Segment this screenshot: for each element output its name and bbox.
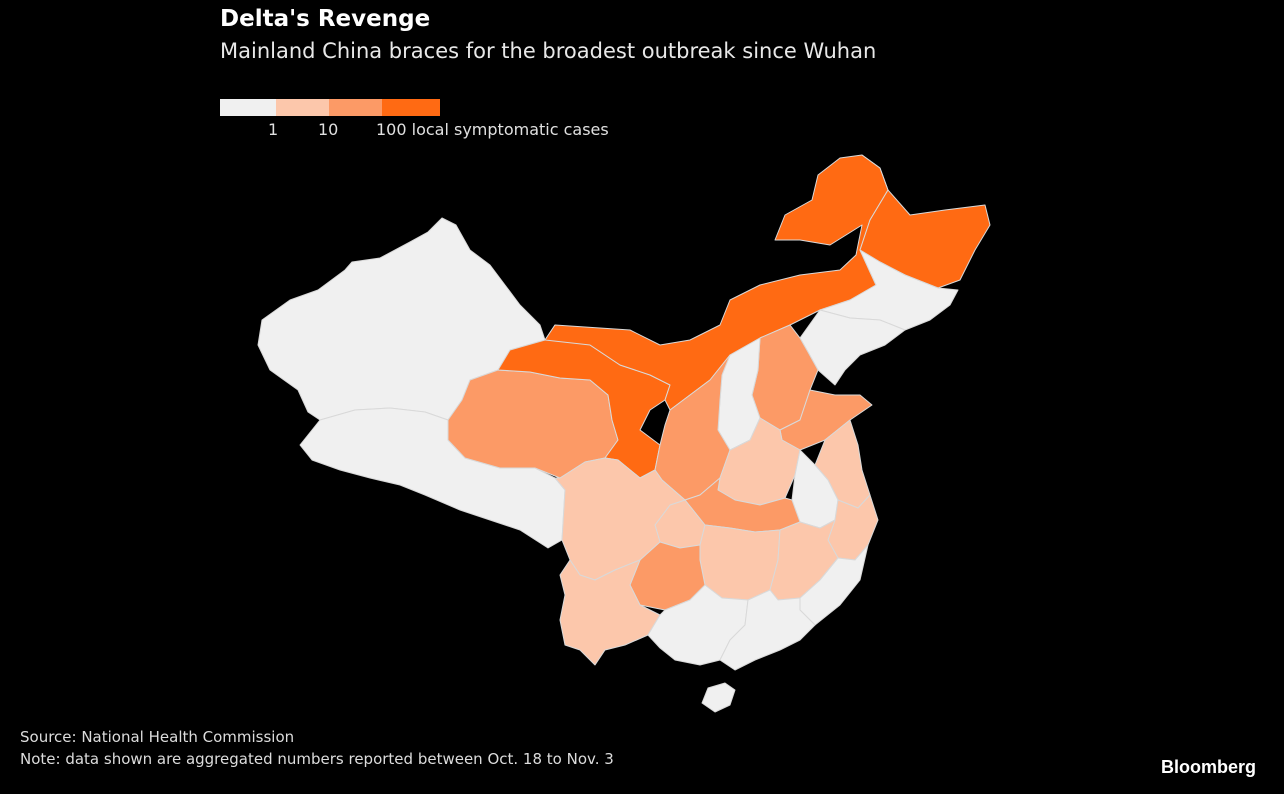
- legend-swatch-1-10: [276, 99, 329, 116]
- chart-title: Delta's Revenge: [220, 6, 431, 32]
- legend-tick-1: 1: [268, 120, 279, 139]
- legend-swatch-zero: [220, 99, 276, 116]
- region-fujian: [799, 544, 869, 626]
- legend-swatch-10-100: [329, 99, 382, 116]
- chart-subtitle: Mainland China braces for the broadest o…: [220, 39, 877, 63]
- data-note: Note: data shown are aggregated numbers …: [20, 750, 614, 768]
- legend-color-scale: [220, 99, 440, 116]
- region-jilin: [819, 249, 959, 331]
- region-heilongjiang: [859, 154, 991, 289]
- region-yunnan: [559, 559, 661, 666]
- region-hainan: [701, 682, 736, 713]
- legend-swatch-100-plus: [382, 99, 440, 116]
- source-note: Source: National Health Commission: [20, 728, 295, 746]
- legend-tick-100: 100 local symptomatic cases: [376, 120, 609, 139]
- region-xinjiang: [257, 217, 546, 421]
- region-hunan: [699, 524, 781, 601]
- legend-tick-10: 10: [318, 120, 339, 139]
- region-guangdong: [719, 589, 816, 671]
- bloomberg-logo: Bloomberg: [1160, 757, 1256, 777]
